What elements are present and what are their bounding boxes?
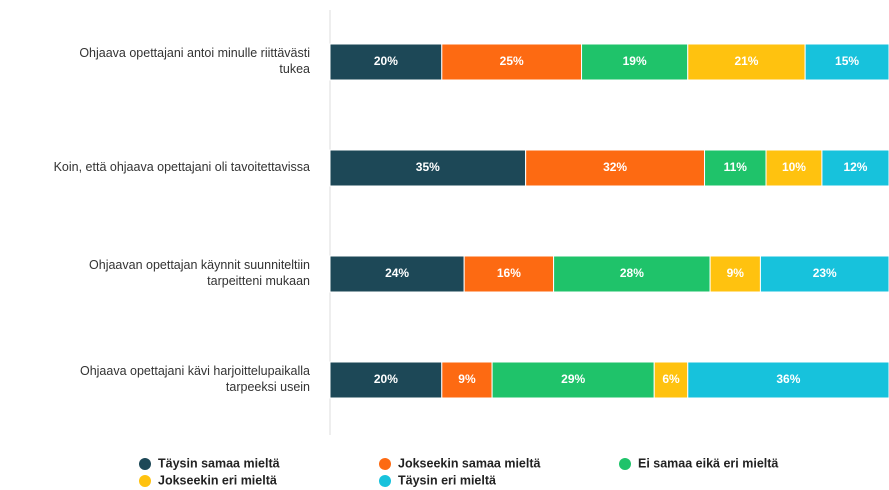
value-label: 36% [776,372,800,386]
bar-segment [804,43,889,81]
value-label: 12% [843,160,867,174]
legend-label: Jokseekin samaa mieltä [398,456,540,470]
value-label: 20% [374,372,398,386]
category-label: Ohjaavan opettajan käynnit suunniteltiin… [89,258,310,288]
value-label: 19% [623,54,647,68]
bar-segment [463,255,555,293]
bar-segment [759,255,889,293]
legend-label: Täysin samaa mieltä [158,456,280,470]
legend-marker [139,475,151,487]
bar-segment [709,255,761,293]
value-label: 35% [416,160,440,174]
value-label: 11% [724,160,748,174]
value-label: 20% [374,54,398,68]
category-label: Koin, että ohjaava opettajani oli tavoit… [54,160,310,174]
bar-segment [653,361,689,399]
bar-segment [441,43,583,81]
value-label: 9% [458,372,476,386]
legend-marker [379,475,391,487]
legend-marker [619,458,631,470]
value-label: 21% [734,54,758,68]
bar-segment [581,43,689,81]
value-label: 16% [497,266,521,280]
value-label: 28% [620,266,644,280]
bar-segment [821,149,889,187]
bar-segment [525,149,706,187]
bar-segment [704,149,767,187]
legend-marker [139,458,151,470]
value-label: 24% [385,266,409,280]
legend-label: Täysin eri mieltä [398,473,496,487]
category-label: Ohjaava opettajani antoi minulle riittäv… [79,46,310,76]
value-label: 9% [727,266,745,280]
legend-label: Ei samaa eikä eri mieltä [638,456,778,470]
bar-segment [441,361,493,399]
value-label: 29% [561,372,585,386]
value-label: 10% [782,160,806,174]
legend-marker [379,458,391,470]
value-label: 25% [500,54,524,68]
category-label: Ohjaava opettajani kävi harjoittelupaika… [80,364,310,394]
value-label: 23% [813,266,837,280]
legend-label: Jokseekin eri mieltä [158,473,277,487]
bar-segment [329,149,527,187]
bar-segment [491,361,655,399]
value-label: 6% [662,372,680,386]
value-label: 15% [835,54,859,68]
value-label: 32% [603,160,627,174]
bar-segment [687,361,889,399]
